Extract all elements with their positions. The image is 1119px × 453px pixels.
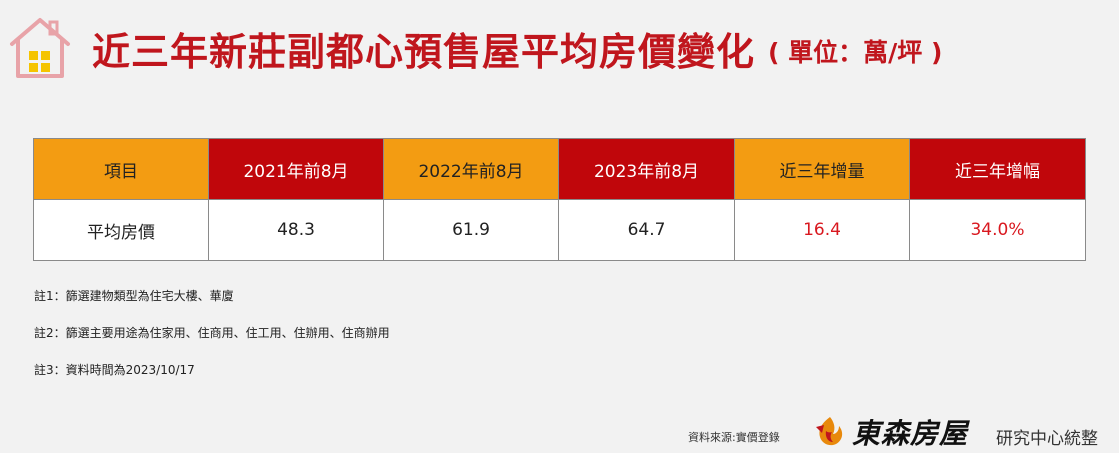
table-header-cell: 2022年前8月 <box>383 138 559 200</box>
brand-logo: 東森房屋 <box>852 417 969 450</box>
brand-subtitle: 研究中心統整 <box>996 429 1098 449</box>
table-cell: 61.9 <box>383 199 559 261</box>
note-item: 註2：篩選主要用途為住家用、住商用、住工用、住辦用、住商辦用 <box>34 326 390 340</box>
table-header-cell: 2021年前8月 <box>208 138 384 200</box>
source-label: 資料來源:實價登錄 <box>688 431 780 444</box>
window-icon <box>29 51 50 72</box>
note-item: 註3：資料時間為2023/10/17 <box>34 363 195 377</box>
table-cell-increase: 16.4 <box>734 199 910 261</box>
table-cell: 48.3 <box>208 199 384 261</box>
table-cell: 64.7 <box>558 199 735 261</box>
page-title: 近三年新莊副都心預售屋平均房價變化 <box>92 30 756 74</box>
table-header-row: 項目 2021年前8月 2022年前8月 2023年前8月 近三年增量 近三年增… <box>33 138 1086 200</box>
table-header-cell: 項目 <box>33 138 209 200</box>
note-item: 註1：篩選建物類型為住宅大樓、華廈 <box>34 289 234 303</box>
table-cell: 平均房價 <box>33 199 209 261</box>
table-header-cell: 近三年增幅 <box>909 138 1086 200</box>
table-header-cell: 2023年前8月 <box>558 138 735 200</box>
table-cell-growth: 34.0% <box>909 199 1086 261</box>
unit-label: ( 單位：萬/坪 ) <box>768 38 943 67</box>
house-icon <box>10 18 70 78</box>
table-row: 平均房價 48.3 61.9 64.7 16.4 34.0% <box>33 199 1086 261</box>
ettoday-flame-logo-icon <box>816 417 843 446</box>
price-table: 項目 2021年前8月 2022年前8月 2023年前8月 近三年增量 近三年增… <box>33 138 1086 261</box>
table-header-cell: 近三年增量 <box>734 138 910 200</box>
notes: 註1：篩選建物類型為住宅大樓、華廈 註2：篩選主要用途為住家用、住商用、住工用、… <box>34 289 390 400</box>
